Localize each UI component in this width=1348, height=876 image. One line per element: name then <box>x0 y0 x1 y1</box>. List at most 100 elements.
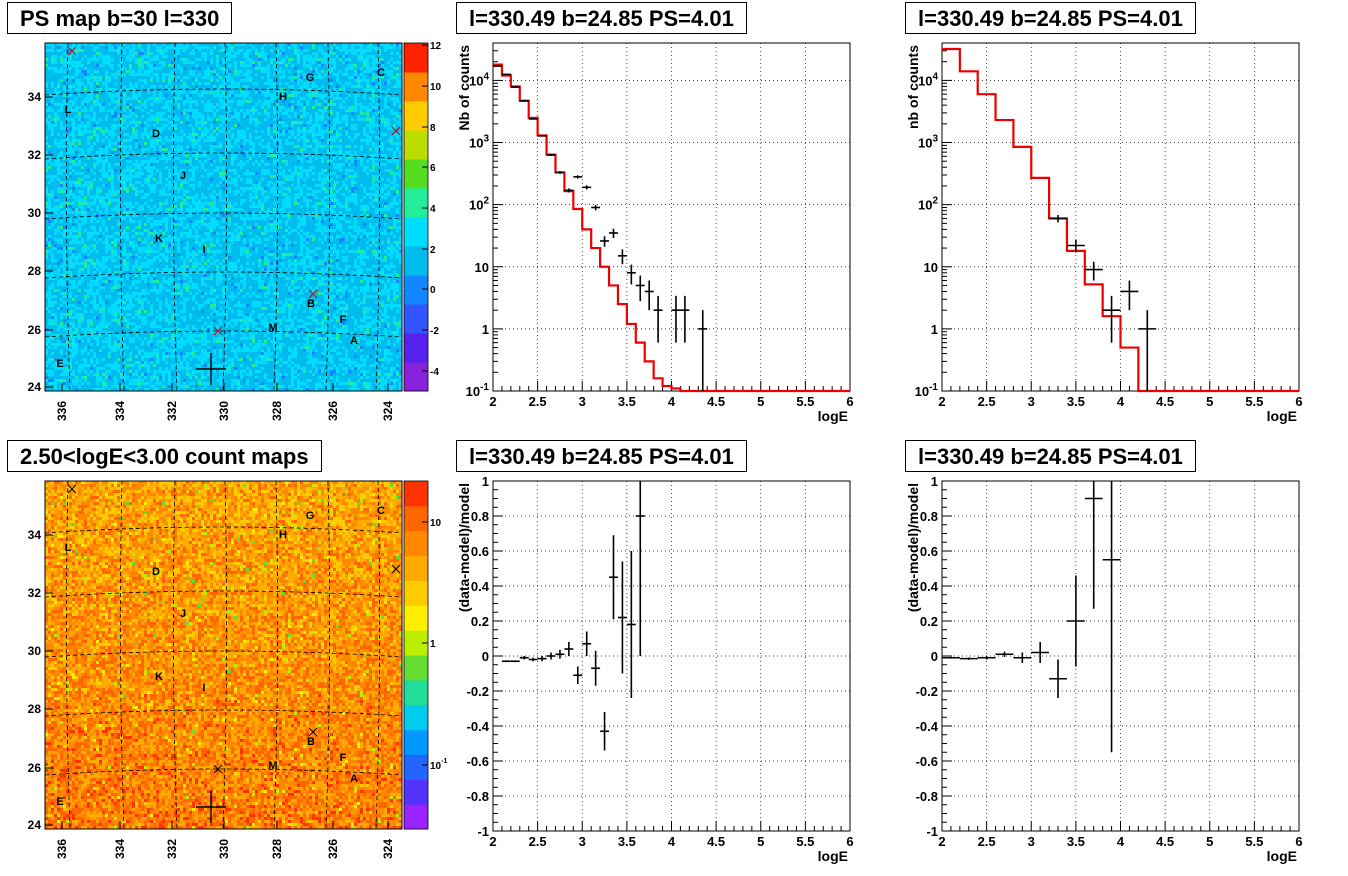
map-pixel <box>204 52 207 55</box>
map-pixel <box>246 124 249 127</box>
map-pixel <box>60 121 63 124</box>
map-pixel <box>261 100 264 103</box>
map-pixel <box>342 148 345 151</box>
map-pixel <box>243 91 246 94</box>
map-pixel <box>84 160 87 163</box>
map-pixel <box>228 154 231 157</box>
map-pixel <box>273 43 276 46</box>
map-pixel <box>258 73 261 76</box>
map-pixel <box>399 46 402 49</box>
map-pixel <box>231 106 234 109</box>
map-pixel <box>63 163 66 166</box>
map-pixel <box>210 43 213 46</box>
map-pixel <box>255 133 258 136</box>
map-pixel <box>102 145 105 148</box>
map-pixel <box>246 100 249 103</box>
map-pixel <box>393 154 396 157</box>
map-pixel <box>312 52 315 55</box>
map-pixel <box>183 121 186 124</box>
map-pixel <box>111 142 114 145</box>
map-pixel <box>81 64 84 67</box>
map-pixel <box>183 106 186 109</box>
map-pixel <box>96 130 99 133</box>
map-pixel <box>222 52 225 55</box>
map-pixel <box>384 58 387 61</box>
map-pixel <box>306 133 309 136</box>
map-pixel <box>63 109 66 112</box>
map-pixel <box>372 76 375 79</box>
map-pixel <box>315 142 318 145</box>
map-pixel <box>126 157 129 160</box>
map-pixel <box>51 46 54 49</box>
map-pixel <box>387 52 390 55</box>
map-pixel <box>342 163 345 166</box>
map-pixel <box>276 43 279 46</box>
map-pixel <box>252 118 255 121</box>
map-pixel <box>204 163 207 166</box>
map-pixel <box>306 145 309 148</box>
map-pixel <box>303 163 306 166</box>
map-pixel <box>360 130 363 133</box>
map-pixel <box>318 52 321 55</box>
map-pixel <box>54 166 57 169</box>
map-pixel <box>258 52 261 55</box>
map-pixel <box>360 139 363 142</box>
map-pixel <box>204 67 207 70</box>
map-pixel <box>282 106 285 109</box>
map-pixel <box>390 79 393 82</box>
map-pixel <box>258 88 261 91</box>
map-pixel <box>297 64 300 67</box>
map-pixel <box>360 106 363 109</box>
map-pixel <box>279 100 282 103</box>
map-pixel <box>375 64 378 67</box>
map-pixel <box>333 136 336 139</box>
map-pixel <box>123 43 126 46</box>
map-pixel <box>237 127 240 130</box>
map-pixel <box>273 82 276 85</box>
map-pixel <box>282 94 285 97</box>
map-pixel <box>264 79 267 82</box>
map-pixel <box>204 64 207 67</box>
map-pixel <box>165 127 168 130</box>
map-pixel <box>114 124 117 127</box>
map-pixel <box>282 82 285 85</box>
map-pixel <box>390 124 393 127</box>
map-pixel <box>297 61 300 64</box>
map-pixel <box>354 52 357 55</box>
map-pixel <box>354 67 357 70</box>
map-pixel <box>114 157 117 160</box>
map-pixel <box>171 118 174 121</box>
map-pixel <box>333 127 336 130</box>
map-pixel <box>237 58 240 61</box>
map-pixel <box>183 133 186 136</box>
map-pixel <box>81 103 84 106</box>
map-pixel <box>117 100 120 103</box>
map-pixel <box>399 55 402 58</box>
map-pixel <box>72 136 75 139</box>
map-pixel <box>99 85 102 88</box>
map-pixel <box>108 94 111 97</box>
map-pixel <box>270 142 273 145</box>
map-pixel <box>396 43 399 46</box>
map-pixel <box>264 166 267 169</box>
map-pixel <box>132 166 135 169</box>
map-pixel <box>57 73 60 76</box>
map-pixel <box>198 142 201 145</box>
map-pixel <box>51 94 54 97</box>
map-pixel <box>135 52 138 55</box>
map-pixel <box>339 145 342 148</box>
map-pixel <box>354 64 357 67</box>
map-pixel <box>45 127 48 130</box>
map-pixel <box>135 91 138 94</box>
map-pixel <box>366 133 369 136</box>
map-pixel <box>66 88 69 91</box>
map-pixel <box>183 166 186 169</box>
map-pixel <box>234 64 237 67</box>
map-pixel <box>288 58 291 61</box>
map-pixel <box>285 46 288 49</box>
map-pixel <box>300 79 303 82</box>
map-pixel <box>297 52 300 55</box>
map-pixel <box>54 76 57 79</box>
map-pixel <box>213 139 216 142</box>
map-pixel <box>87 46 90 49</box>
